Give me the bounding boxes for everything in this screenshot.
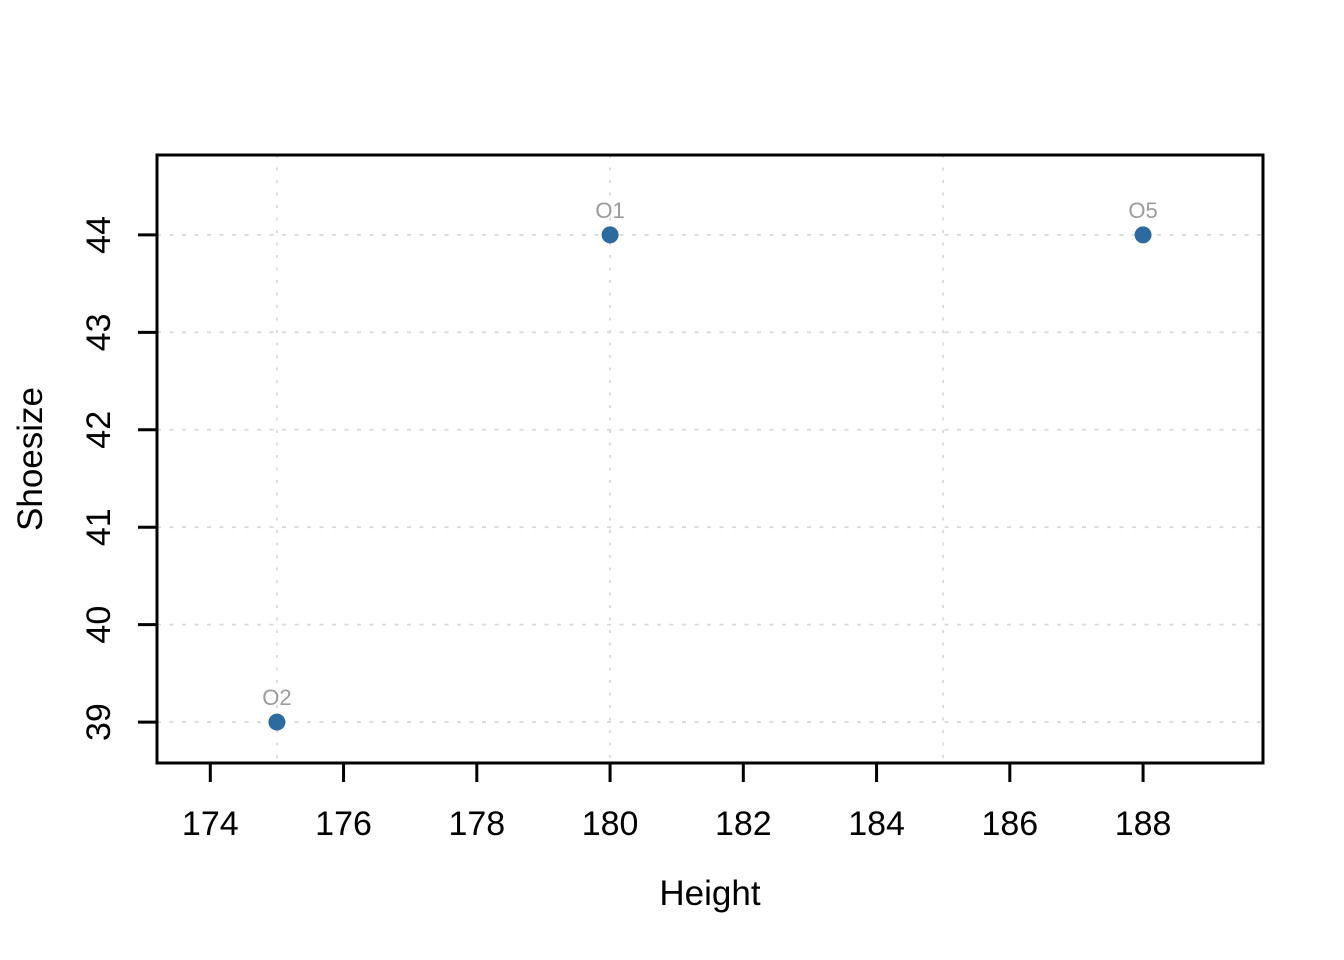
x-axis-tick-label: 176 [315,805,372,843]
plot-border [155,153,1265,765]
x-axis-tick-label: 184 [848,805,905,843]
y-axis-tick-label: 41 [80,508,118,546]
y-axis-title: Shoesize [11,387,50,531]
data-point-label: O5 [1128,198,1157,223]
x-axis-tick-label: 182 [715,805,772,843]
data-point-label: O2 [262,685,291,710]
data-point [268,713,286,731]
y-axis-tick-label: 43 [80,313,118,351]
x-axis-tick-label: 188 [1115,805,1172,843]
y-axis-tick-label: 44 [80,216,118,254]
x-axis-tick-label: 174 [182,805,239,843]
x-axis-tick-label: 180 [582,805,639,843]
data-point-label: O1 [595,198,624,223]
x-axis-title: Height [659,874,760,913]
data-point [1134,226,1152,244]
x-axis-tick-label: 186 [981,805,1038,843]
y-axis-tick-label: 39 [80,703,118,741]
x-axis-tick-label: 178 [448,805,505,843]
data-point [601,226,619,244]
y-axis-tick-label: 40 [80,606,118,644]
y-axis-tick-label: 42 [80,411,118,449]
